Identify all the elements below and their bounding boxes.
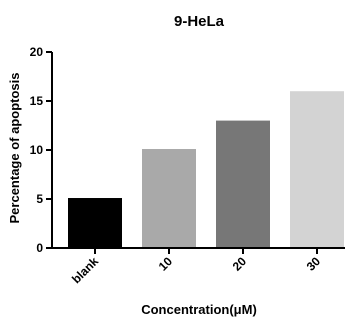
y-tick-label-1: 5 [36, 192, 43, 206]
bar-blank [68, 198, 122, 248]
y-tick-label-2: 10 [30, 143, 44, 157]
x-tick-label-10: 10 [156, 254, 176, 274]
y-tick-label-3: 15 [30, 94, 44, 108]
x-tick-label-20: 20 [230, 254, 250, 274]
plot-area: 0 5 10 15 20 blank 10 20 30 [30, 45, 344, 286]
bar-20 [216, 120, 270, 248]
x-tick-label-30: 30 [304, 254, 324, 274]
y-tick-label-4: 20 [30, 45, 44, 59]
y-tick-label-0: 0 [36, 241, 43, 255]
x-axis-label: Concentration(μM) [141, 302, 257, 317]
y-axis-label: Percentage of apoptosis [7, 73, 22, 224]
bar-10 [142, 149, 196, 248]
x-tick-label-blank: blank [69, 254, 101, 286]
chart-title: 9-HeLa [174, 13, 225, 30]
bar-30 [290, 91, 344, 248]
